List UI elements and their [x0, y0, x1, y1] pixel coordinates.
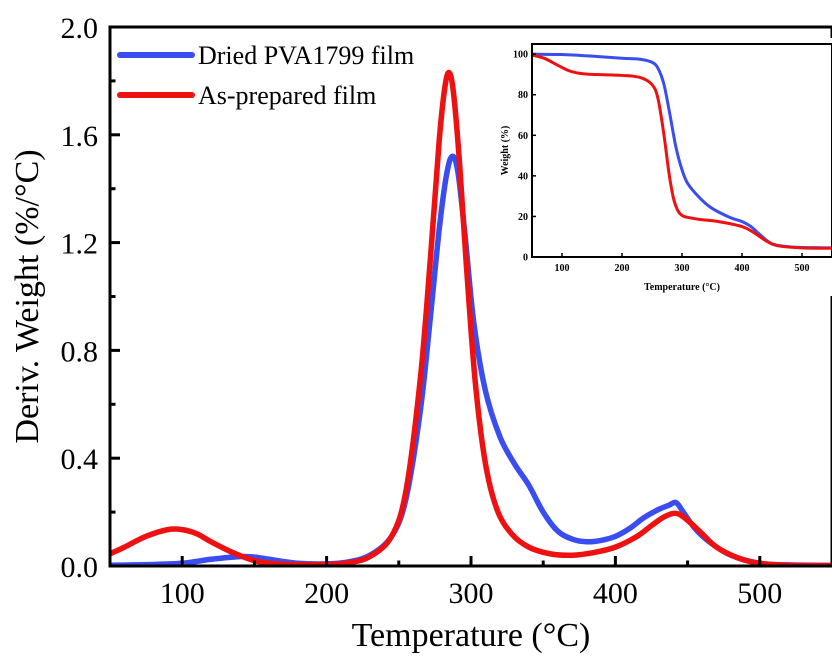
main-y-tick-label: 0.4: [61, 443, 99, 476]
main-chart: 100 200 300 400 500 0.00.40.81.21.62.0 Tempe…: [9, 12, 832, 654]
inset-x-tick-label: 400: [735, 263, 750, 274]
inset-x-tick-label: 200: [615, 263, 630, 274]
inset-y-tick-label: 60: [518, 131, 528, 142]
inset-x-tick-label: 100: [555, 263, 570, 274]
main-series-line-as-prepared-film: [110, 69, 832, 566]
inset-y-tick-label: 80: [518, 90, 528, 101]
inset-x-tick-label: 500: [795, 263, 810, 274]
inset-y-tick-label: 20: [518, 212, 528, 223]
inset-x-tick-labels: 100 200 300 400 500: [555, 263, 810, 274]
main-y-tick-labels: 0.0 0.4 0.8 1.2 1.6 2.0: [61, 12, 99, 584]
inset-x-tick-label: 300: [675, 263, 690, 274]
legend-label-dried-pva1799-film: Dried PVA1799 film: [198, 41, 414, 70]
inset-series-line-red: [532, 53, 832, 250]
main-curves: [110, 69, 832, 566]
inset-x-axis-title: Temperature (°C): [644, 282, 720, 293]
main-x-tick-label: 400: [593, 577, 638, 610]
legend: Dried PVA1799 film As-prepared film: [117, 41, 414, 110]
main-ticks: [110, 25, 762, 568]
legend-label-as-prepared-film: As-prepared film: [198, 81, 376, 110]
inset-chart: 100 200 300 400 500 0 20 40 60 80 100 Temperature…: [487, 38, 832, 296]
inset-y-axis-title: Weight (%): [500, 126, 511, 176]
main-x-tick-label: 100: [160, 577, 205, 610]
main-x-tick-labels: 100 200 300 400 500: [160, 577, 783, 610]
main-x-tick-label: 200: [304, 577, 349, 610]
main-x-tick-label: 300: [449, 577, 494, 610]
inset-y-tick-label: 0: [523, 253, 528, 264]
inset-y-tick-label: 40: [518, 171, 528, 182]
main-y-axis-title: Deriv. Weight (%/°C): [9, 149, 46, 443]
inset-y-tick-labels: 0 20 40 60 80 100: [513, 50, 528, 264]
main-y-tick-label: 0.8: [61, 335, 99, 368]
main-y-tick-label: 0.0: [61, 551, 99, 584]
main-x-tick-label: 500: [737, 577, 782, 610]
main-y-tick-label: 2.0: [61, 12, 99, 45]
main-x-axis-title: Temperature (°C): [352, 617, 591, 654]
main-y-tick-label: 1.2: [61, 228, 99, 261]
inset-ticks: [532, 53, 803, 258]
inset-curves: [532, 52, 832, 250]
main-y-tick-label: 1.6: [61, 120, 99, 153]
inset-y-tick-label: 100: [513, 50, 528, 61]
inset-background: [487, 38, 832, 296]
